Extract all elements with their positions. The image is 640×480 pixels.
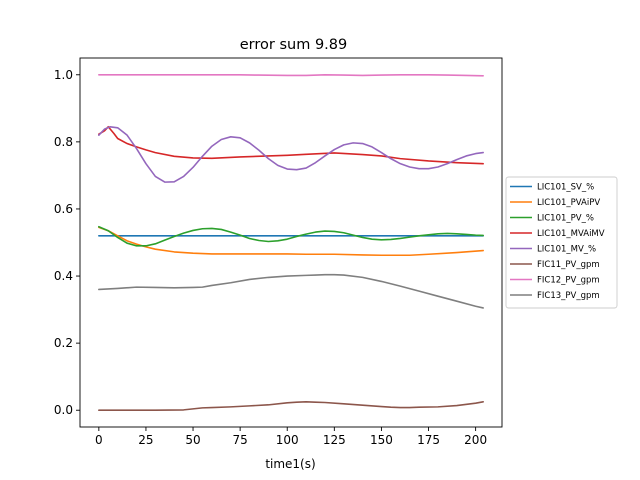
x-axis-label: time1(s) [265, 457, 315, 471]
x-tick-label-8: 200 [464, 433, 487, 447]
legend-label-6: FIC12_PV_gpm [537, 276, 600, 286]
x-tick-label-0: 0 [95, 433, 103, 447]
x-tick-label-2: 50 [185, 433, 200, 447]
y-tick-label-4: 0.8 [54, 135, 73, 149]
chart-title: error sum 9.89 [240, 37, 347, 53]
legend-label-5: FIC11_PV_gpm [537, 260, 600, 270]
legend-label-2: LIC101_PV_% [537, 214, 594, 224]
plot-frame [79, 57, 503, 428]
series-line-1 [98, 226, 484, 257]
x-tick-label-1: 25 [138, 433, 153, 447]
legend-label-7: FIC13_PV_gpm [537, 291, 600, 301]
x-tick-label-5: 125 [323, 433, 346, 447]
legend-label-1: LIC101_PVAiPV [537, 198, 600, 208]
y-tick-label-0: 0.0 [54, 403, 73, 417]
series-line-3 [98, 125, 484, 165]
legend: LIC101_SV_% LIC101_PVAiPV LIC101_PV_% LIC10… [505, 176, 618, 309]
y-tick-label-3: 0.6 [54, 202, 73, 216]
series-line-7 [98, 273, 484, 309]
legend-box [505, 176, 618, 309]
plot-area [98, 73, 484, 412]
legend-label-3: LIC101_MVAiMV [537, 229, 605, 239]
legend-label-4: LIC101_MV_% [537, 245, 596, 255]
series-line-6 [98, 73, 484, 77]
y-tick-label-1: 0.2 [54, 336, 73, 350]
x-tick-label-6: 150 [370, 433, 393, 447]
x-tick-label-3: 75 [232, 433, 247, 447]
legend-label-0: LIC101_SV_% [537, 183, 594, 193]
axes: 0 25 50 75 100 125 150 175 200 0.0 0.2 0.4 0.6 0.8 1.0 [54, 57, 503, 447]
x-tick-label-4: 100 [276, 433, 299, 447]
series-line-2 [98, 225, 484, 247]
y-tick-label-2: 0.4 [54, 269, 73, 283]
series-line-5 [98, 401, 484, 412]
series-line-4 [98, 125, 484, 183]
x-tick-label-7: 175 [417, 433, 440, 447]
series-lines [98, 73, 484, 412]
y-tick-label-5: 1.0 [54, 68, 73, 82]
